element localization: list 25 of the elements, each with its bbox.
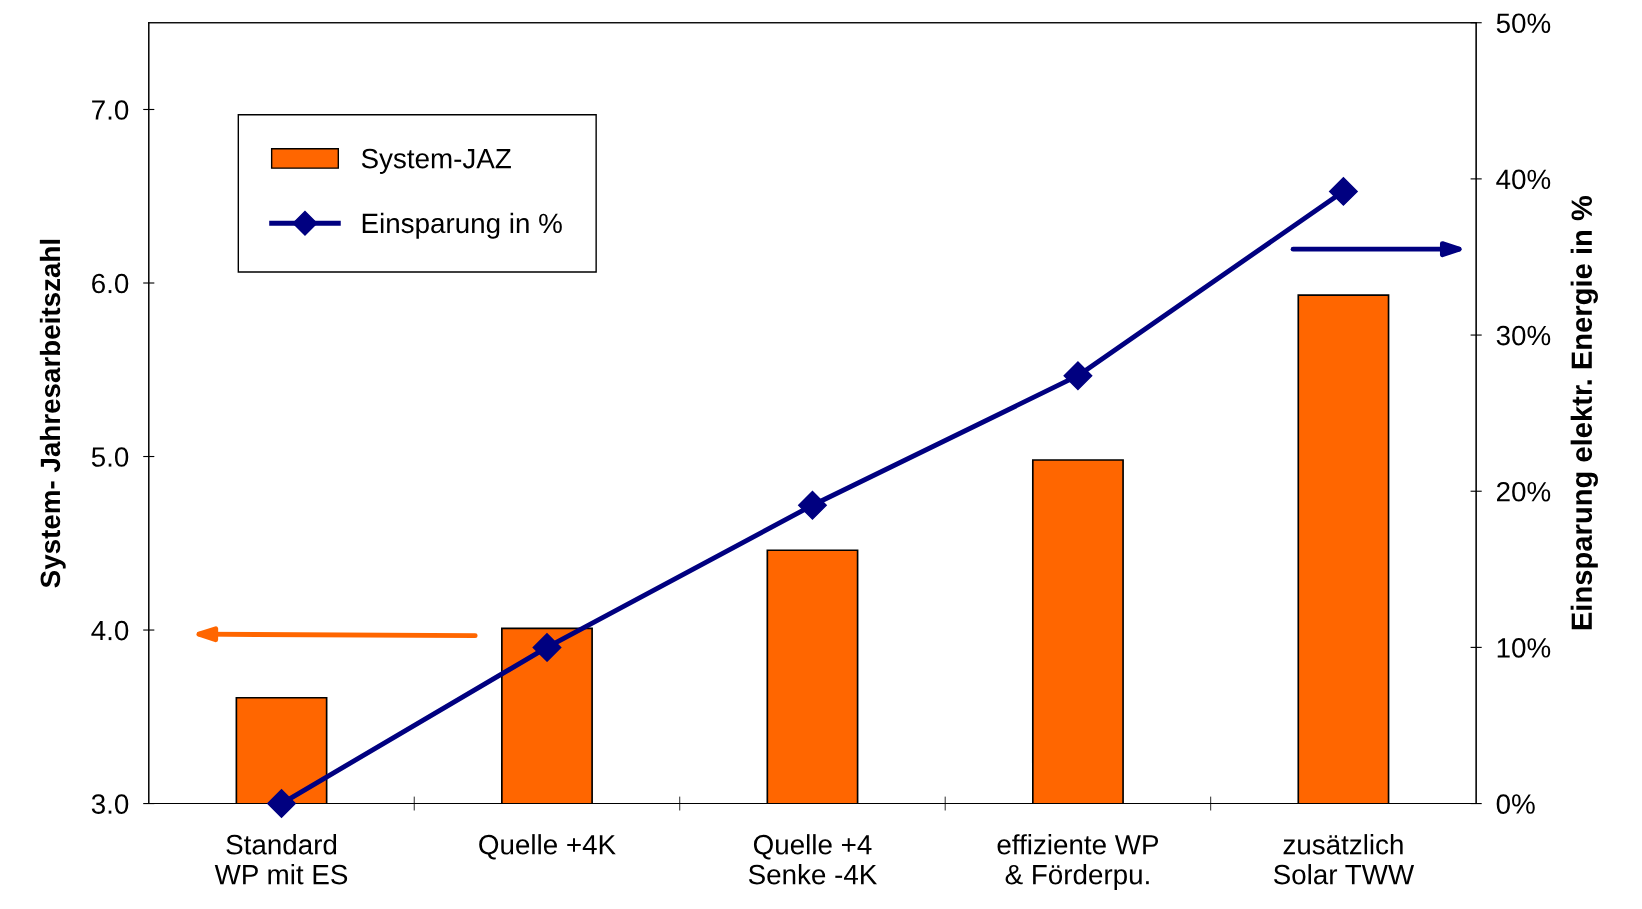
y2-axis-title: Einsparung elektr. Energie in % (1570, 195, 1598, 630)
point (267, 789, 296, 818)
y-tick-label: 4.0 (91, 620, 129, 641)
x-tick-label: Standard WP mit ES (214, 834, 348, 885)
legend-label: Einsparung in % (362, 212, 562, 239)
x-tick-label: Quelle +4K (479, 834, 616, 860)
legend-label: System-JAZ (361, 148, 511, 174)
y2-tick-label: 30% (1496, 325, 1551, 346)
point (532, 632, 562, 662)
y2-tick-label: 10% (1497, 638, 1551, 658)
point (1328, 176, 1358, 206)
y-tick-label: 3.0 (91, 794, 129, 814)
y-axis-title: System- Jahresarbeitszahl (39, 239, 66, 588)
x-tick-label: zusätzlich Solar TWW (1273, 834, 1415, 885)
y2-tick-label: 50% (1496, 13, 1551, 34)
y2-tick-label: 40% (1496, 169, 1551, 190)
y2-tick-label: 20% (1497, 481, 1551, 502)
point (1063, 361, 1093, 391)
y-tick-label: 6.0 (92, 273, 129, 294)
point (798, 490, 827, 520)
x-tick-label: Quelle +4 Senke -4K (748, 834, 878, 885)
x-tick-label: effiziente WP & Förderpu. (997, 834, 1159, 890)
y2-tick-label: 0% (1496, 794, 1535, 814)
y-tick-label: 5.0 (91, 447, 129, 467)
y-tick-label: 7.0 (92, 100, 129, 120)
